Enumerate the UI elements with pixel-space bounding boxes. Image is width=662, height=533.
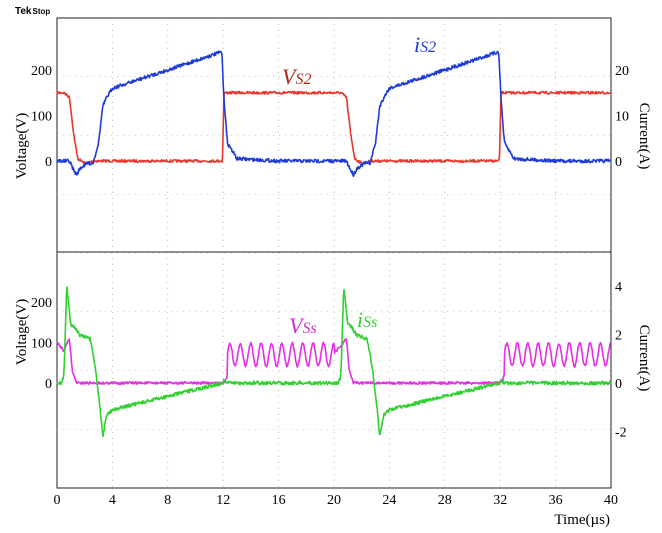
top-right-ticks: 0 10 20 xyxy=(615,64,629,170)
top-left-ticks: 0 100 200 xyxy=(31,64,52,170)
bottom-left-tick-label: 100 xyxy=(31,337,52,352)
bottom-right-ticks: -2 0 2 4 xyxy=(615,280,627,441)
top-right-tick-label: 20 xyxy=(615,64,629,79)
top-left-axis-label: Voltage(V) xyxy=(14,113,30,179)
x-tick-label: 24 xyxy=(382,493,396,508)
scope-status-label: TekStop xyxy=(15,6,50,17)
vs2-annotation: VS2 xyxy=(282,64,311,89)
bottom-left-tick-label: 200 xyxy=(31,296,52,311)
x-tick-label: 28 xyxy=(438,493,452,508)
bottom-right-axis-label: Current(A) xyxy=(636,325,652,392)
is2-annotation: iS2 xyxy=(414,32,436,57)
x-tick-label: 36 xyxy=(549,493,563,508)
x-tick-label: 8 xyxy=(164,493,171,508)
status-text: Stop xyxy=(33,7,51,16)
bottom-right-tick-label: 4 xyxy=(615,280,622,295)
top-left-tick-label: 200 xyxy=(31,64,52,79)
bottom-right-tick-label: 2 xyxy=(615,329,622,344)
top-left-tick-label: 100 xyxy=(31,110,52,125)
bottom-right-tick-label: 0 xyxy=(615,377,622,392)
x-tick-label: 40 xyxy=(604,493,618,508)
iss-annotation: iSs xyxy=(357,307,377,332)
x-axis-label: Time(µs) xyxy=(554,512,610,528)
x-tick-label: 0 xyxy=(54,493,61,508)
iss-trace xyxy=(56,286,612,438)
traces xyxy=(56,50,612,438)
brand-text: Tek xyxy=(15,6,32,17)
x-tick-label: 4 xyxy=(109,493,116,508)
x-tick-label: 20 xyxy=(327,493,341,508)
bottom-left-axis-label: Voltage(V) xyxy=(14,299,30,365)
is2-trace xyxy=(56,50,612,178)
vss-annotation: VSs xyxy=(289,313,317,338)
vs2-trace xyxy=(56,90,612,165)
top-right-tick-label: 10 xyxy=(615,110,629,125)
bottom-left-tick-label: 0 xyxy=(45,377,52,392)
x-axis-ticks: 0 4 8 12 16 20 24 28 32 36 40 xyxy=(54,493,619,508)
top-left-tick-label: 0 xyxy=(45,155,52,170)
x-tick-label: 12 xyxy=(216,493,230,508)
top-right-axis-label: Current(A) xyxy=(636,103,652,170)
bottom-left-ticks: 0 100 200 xyxy=(31,296,52,392)
x-tick-label: 16 xyxy=(272,493,286,508)
top-right-tick-label: 0 xyxy=(615,155,622,170)
x-tick-label: 32 xyxy=(493,493,507,508)
bottom-right-tick-label: -2 xyxy=(615,426,627,441)
vss-trace xyxy=(56,338,612,386)
